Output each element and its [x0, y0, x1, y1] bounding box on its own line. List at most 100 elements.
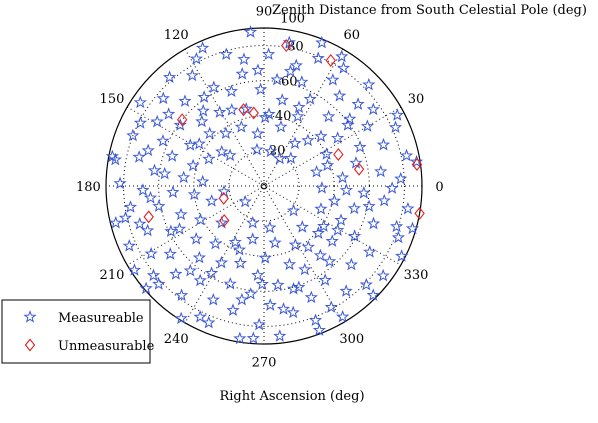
- measureable-point: [283, 64, 298, 77]
- measureable-point: [217, 184, 231, 198]
- measureable-point: [376, 137, 391, 151]
- measureable-point: [136, 183, 150, 196]
- measureable-point: [360, 119, 374, 132]
- measureable-point: [147, 163, 162, 177]
- measureable-point: [273, 329, 287, 342]
- angular-tick-label: 330: [404, 268, 429, 283]
- measureable-point: [341, 118, 355, 131]
- polar-grid: [105, 27, 423, 345]
- radial-axis-title: Zenith Distance from South Celestial Pol…: [272, 3, 587, 18]
- measureable-point: [215, 144, 229, 158]
- measureable-point: [127, 263, 142, 276]
- pole-marker: [260, 182, 268, 190]
- measureable-point: [225, 103, 239, 116]
- measureable-point: [238, 194, 252, 208]
- measureable-point: [122, 239, 136, 252]
- measureable-point: [165, 149, 179, 162]
- measureable-point: [141, 143, 155, 157]
- measureable-point: [235, 67, 249, 80]
- unmeasurable-point: [218, 191, 229, 205]
- measureable-point: [288, 136, 302, 149]
- measureable-point: [335, 49, 349, 63]
- measureable-point: [205, 194, 219, 207]
- measureable-point: [336, 61, 351, 74]
- measureable-point: [232, 242, 247, 256]
- measureable-point: [315, 35, 329, 49]
- angular-tick-label: 240: [164, 332, 189, 347]
- measureable-point: [243, 25, 258, 38]
- angular-tick-label: 210: [100, 268, 125, 283]
- measureable-point: [196, 41, 210, 54]
- angular-tick-label: 90: [256, 4, 273, 19]
- measureable-point: [284, 151, 298, 164]
- measureable-point: [126, 128, 140, 142]
- measureable-point: [189, 232, 203, 245]
- measureable-point: [353, 140, 367, 153]
- measureable-point: [219, 47, 233, 60]
- measureable-point: [185, 68, 199, 82]
- measureable-point: [271, 278, 285, 291]
- angular-tick-label: 180: [76, 180, 101, 195]
- measureable-point: [246, 216, 260, 229]
- outer-radial-label: 100: [280, 11, 305, 26]
- measureable-point: [390, 219, 404, 233]
- measureable-point: [105, 149, 119, 163]
- measureable-point: [289, 58, 303, 72]
- measureable-point: [202, 315, 216, 329]
- measureable-point: [150, 114, 164, 128]
- measureable-point: [312, 323, 326, 336]
- measureable-point: [118, 211, 133, 224]
- measureable-point: [192, 137, 206, 150]
- measureable-point: [304, 290, 318, 304]
- measureable-point: [193, 212, 208, 226]
- measureable-point: [313, 248, 327, 262]
- measureable-point: [336, 309, 350, 323]
- measureable-point: [175, 288, 189, 301]
- measureable-point: [343, 112, 357, 125]
- measureable-point: [309, 313, 323, 326]
- legend-label-measureable: Measureable: [58, 311, 144, 326]
- angular-tick-label: 0: [435, 180, 443, 195]
- measureable-point: [357, 186, 371, 199]
- measureable-point: [178, 94, 192, 107]
- measureable-point: [348, 229, 362, 242]
- measureable-point: [251, 63, 265, 76]
- measureable-point: [224, 84, 239, 97]
- measureable-point: [362, 199, 376, 213]
- measureable-point: [287, 203, 301, 217]
- measureable-point: [377, 193, 391, 207]
- measureable-point: [162, 70, 177, 83]
- measureable-point: [376, 268, 390, 282]
- measureable-point: [351, 97, 365, 110]
- measureable-point: [263, 298, 277, 311]
- measureable-point: [314, 129, 328, 143]
- measureable-point: [250, 126, 265, 140]
- angular-grid-spoke: [126, 106, 402, 266]
- measureable-point: [333, 88, 347, 102]
- measureable-point: [347, 201, 361, 215]
- measureable-point: [388, 120, 403, 134]
- measureable-point: [315, 181, 329, 194]
- legend-diamond-icon: [24, 338, 36, 352]
- measureable-point: [327, 194, 342, 207]
- measureable-point: [113, 176, 127, 190]
- unmeasurable-point: [325, 53, 336, 67]
- measureable-point: [177, 170, 191, 184]
- measureable-point: [164, 224, 178, 238]
- measureable-point: [363, 245, 377, 258]
- measureable-point: [263, 220, 277, 234]
- unmeasurable-point: [333, 147, 344, 161]
- measureable-point: [309, 164, 324, 178]
- angular-grid-spoke: [184, 48, 344, 324]
- measureable-point: [322, 109, 336, 123]
- radial-grid-circle: [228, 150, 300, 222]
- measureable-point: [391, 230, 405, 244]
- measureable-point: [187, 187, 201, 201]
- measureable-point: [183, 263, 197, 277]
- measureable-point: [349, 156, 363, 169]
- measureable-point: [325, 234, 339, 247]
- measureable-point: [172, 222, 187, 235]
- unmeasurable-point: [353, 162, 365, 176]
